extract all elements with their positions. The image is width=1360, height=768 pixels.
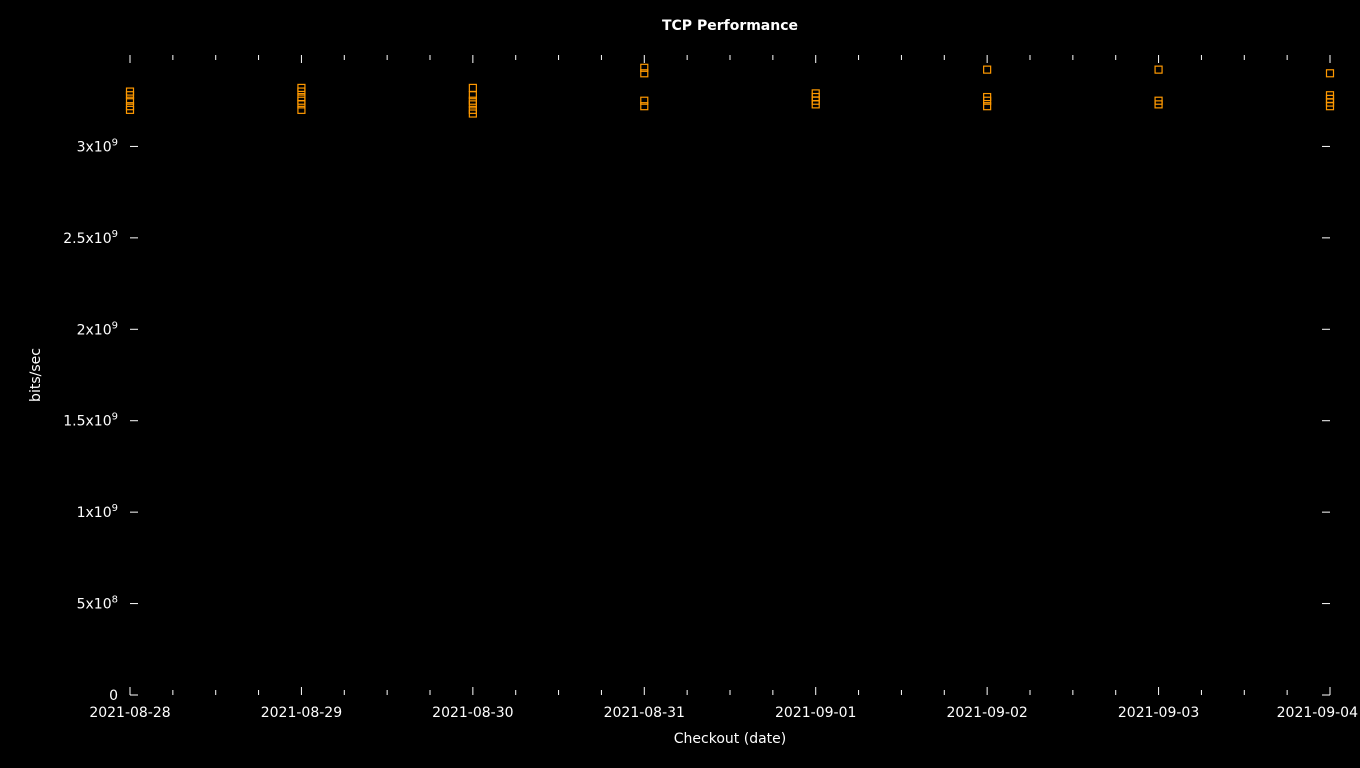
chart-title: TCP Performance	[662, 18, 798, 34]
chart-background	[0, 0, 1360, 768]
chart-svg: TCP Performance05x1081x1091.5x1092x1092.…	[0, 0, 1360, 768]
x-tick-label: 2021-09-02	[946, 705, 1027, 721]
x-tick-label: 2021-09-04	[1277, 705, 1358, 721]
y-tick-label: 2.5x109	[63, 229, 118, 247]
tcp-performance-chart: TCP Performance05x1081x1091.5x1092x1092.…	[0, 0, 1360, 768]
x-axis-label: Checkout (date)	[674, 731, 786, 747]
y-axis-label: bits/sec	[28, 348, 44, 402]
x-tick-label: 2021-08-30	[432, 705, 513, 721]
x-tick-label: 2021-09-01	[775, 705, 856, 721]
x-tick-label: 2021-08-31	[604, 705, 685, 721]
y-tick-label: 0	[109, 688, 118, 704]
x-tick-label: 2021-09-03	[1118, 705, 1199, 721]
y-tick-label: 1.5x109	[63, 412, 118, 430]
x-tick-label: 2021-08-29	[261, 705, 342, 721]
x-tick-label: 2021-08-28	[89, 705, 170, 721]
